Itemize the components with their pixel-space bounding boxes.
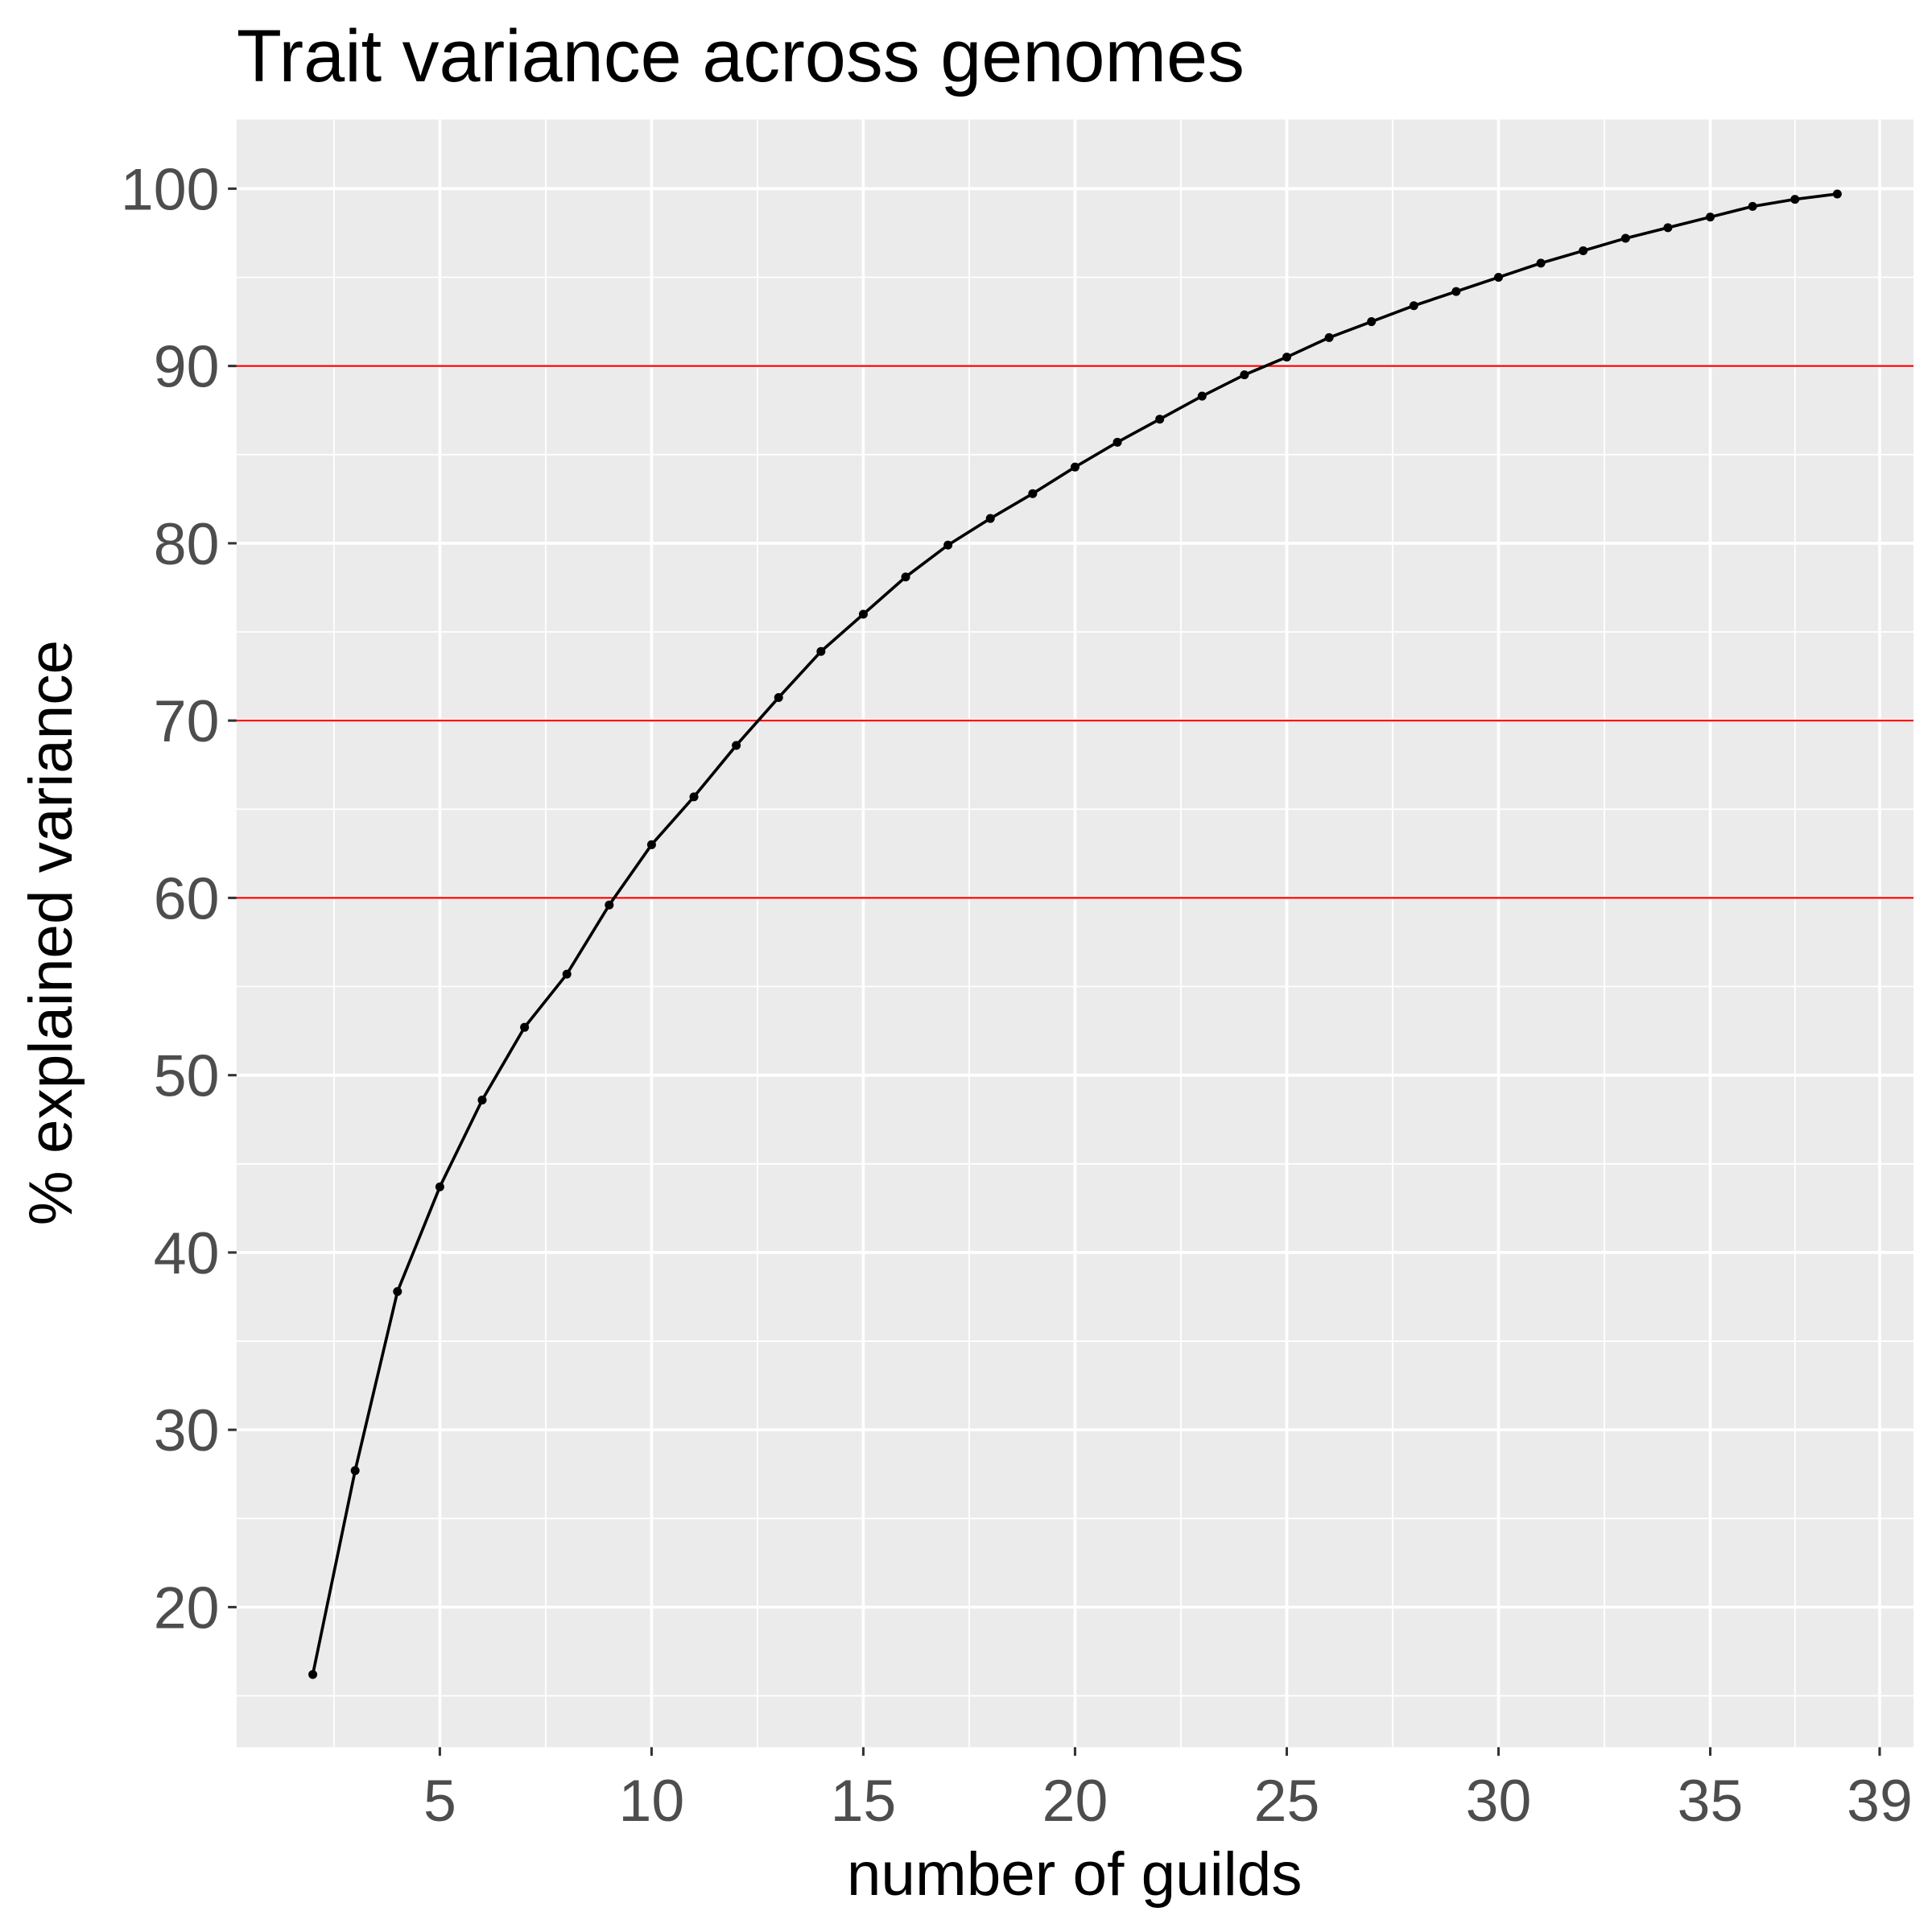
data-point <box>1579 246 1588 255</box>
y-tick-label: 60 <box>154 865 220 931</box>
x-tick-label: 5 <box>423 1767 456 1834</box>
data-point <box>1451 287 1461 296</box>
data-point <box>646 840 656 849</box>
y-tick-label: 20 <box>154 1574 220 1641</box>
data-point <box>1070 462 1080 472</box>
x-tick-label: 39 <box>1847 1767 1913 1834</box>
data-point <box>1663 223 1673 233</box>
reference-lines <box>236 365 1914 899</box>
data-point <box>1832 189 1842 199</box>
data-point <box>1409 301 1418 311</box>
x-tick-label: 30 <box>1466 1767 1532 1834</box>
data-point <box>1367 317 1377 327</box>
data-point <box>1324 332 1334 342</box>
data-point <box>1706 213 1715 222</box>
data-point <box>1790 195 1800 204</box>
y-tick-label: 30 <box>154 1397 220 1463</box>
y-tick-label: 100 <box>121 155 220 222</box>
x-tick-label: 25 <box>1254 1767 1320 1834</box>
data-point <box>985 514 995 523</box>
y-tick-label: 50 <box>154 1042 220 1109</box>
y-tick-label: 80 <box>154 510 220 577</box>
x-tick-label: 35 <box>1678 1767 1744 1834</box>
y-axis-title: % explained variance <box>17 640 85 1225</box>
y-tick-label: 40 <box>154 1220 220 1286</box>
data-point <box>816 646 826 656</box>
series <box>308 189 1842 1679</box>
data-point <box>477 1095 487 1104</box>
data-point <box>1197 391 1207 401</box>
data-point <box>1113 437 1122 447</box>
data-point <box>732 741 741 750</box>
x-tick-label: 20 <box>1042 1767 1108 1834</box>
x-axis-title: number of guilds <box>847 1840 1302 1909</box>
data-point <box>605 900 614 910</box>
y-tick-label: 70 <box>154 687 220 754</box>
chart-title: Trait variance across genomes <box>237 15 1245 97</box>
data-point <box>774 692 783 703</box>
data-point <box>901 572 910 582</box>
y-tick-label: 90 <box>154 333 220 400</box>
data-point <box>520 1022 530 1032</box>
data-point <box>562 969 572 979</box>
data-point <box>1494 272 1504 283</box>
data-point <box>1748 201 1757 211</box>
grid <box>236 119 1914 1748</box>
axes: 5 10 15 20 25 30 35 39 20 30 40 50 60 70 80 90 100 <box>121 155 1913 1834</box>
data-point <box>435 1182 444 1191</box>
data-point <box>393 1286 402 1296</box>
data-point <box>308 1670 318 1679</box>
x-tick-label: 15 <box>831 1767 897 1834</box>
data-point <box>1282 353 1291 362</box>
data-point <box>943 540 953 550</box>
data-point <box>689 792 699 802</box>
data-point <box>350 1466 360 1476</box>
data-point <box>1028 489 1038 498</box>
data-point <box>858 609 868 619</box>
data-point <box>1620 233 1630 243</box>
x-tick-label: 10 <box>619 1767 685 1834</box>
data-point <box>1240 370 1249 380</box>
data-point <box>1155 415 1165 424</box>
data-point <box>1536 258 1546 268</box>
